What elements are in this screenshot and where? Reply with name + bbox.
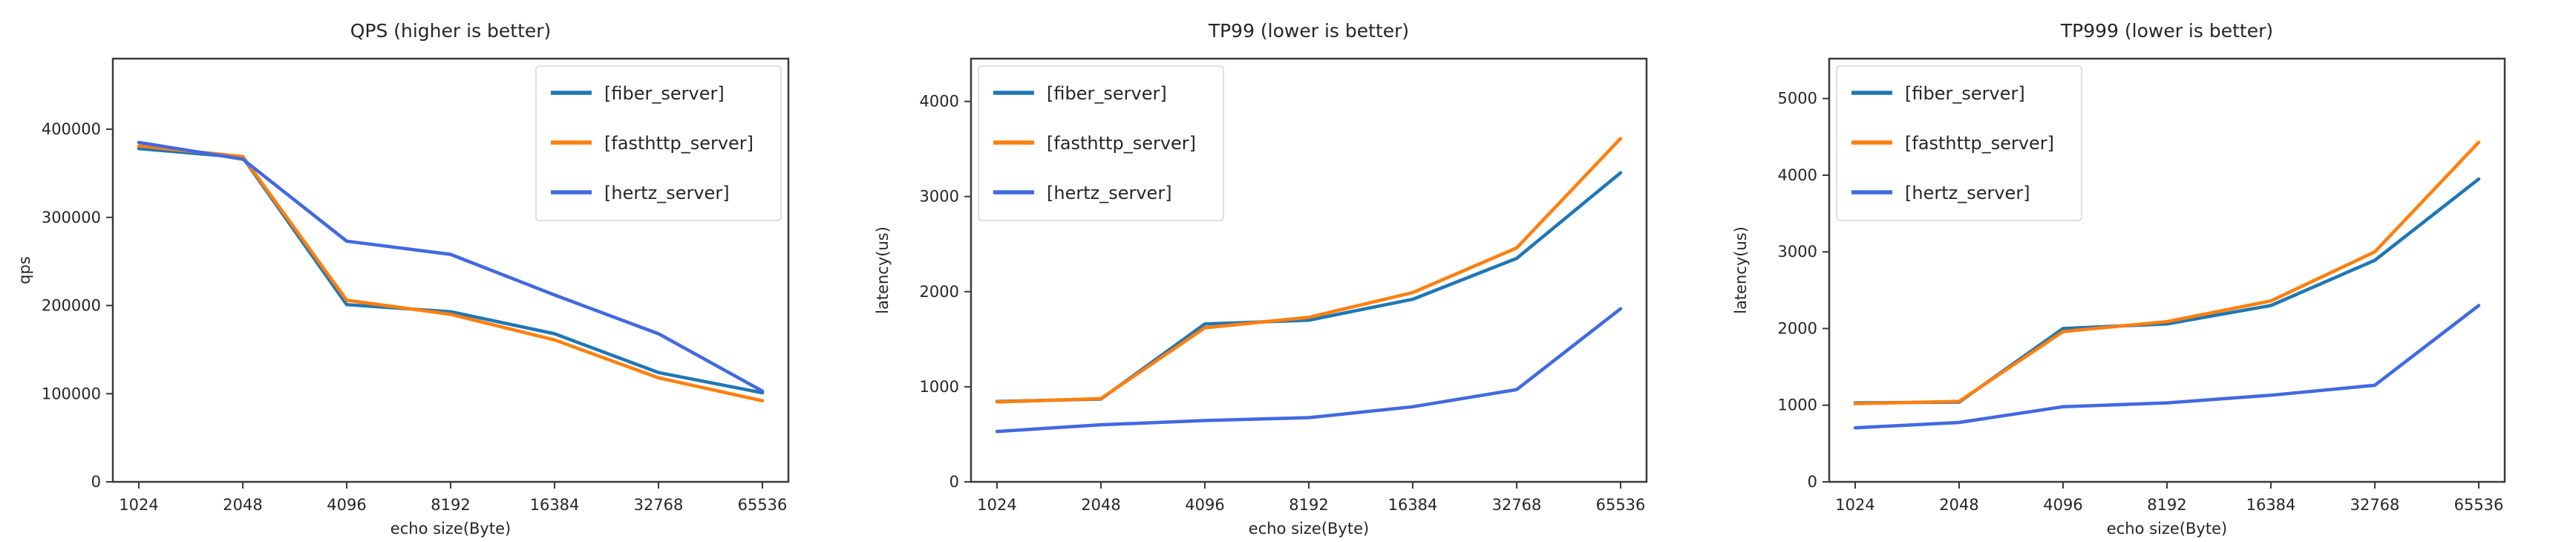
y-tick-label: 0: [91, 473, 101, 491]
legend-box: [978, 65, 1224, 221]
y-axis-label: qps: [16, 256, 33, 284]
x-tick-label: 4096: [2043, 496, 2082, 514]
x-axis-label: echo size(Byte): [2107, 520, 2227, 538]
x-tick-label: 8192: [2147, 496, 2186, 514]
legend-item: [fiber_server]: [993, 83, 1167, 104]
legend-item: [fasthttp_server]: [993, 133, 1196, 154]
x-tick-label: 1024: [977, 496, 1016, 514]
legend-label: [fiber_server]: [1047, 83, 1167, 104]
x-tick-label: 16384: [2246, 496, 2296, 514]
x-axis-label: echo size(Byte): [390, 520, 511, 538]
y-tick-label: 0: [1808, 473, 1817, 491]
legend-label: [fasthttp_server]: [1905, 133, 2054, 154]
y-tick-label: 100000: [42, 385, 101, 402]
legend: [fiber_server] [fasthttp_server] [hertz_se…: [978, 65, 1224, 221]
y-tick-label: 300000: [42, 209, 101, 226]
x-tick-label: 65536: [738, 496, 788, 514]
legend-box: [535, 65, 782, 221]
y-tick-label: 4000: [1778, 166, 1817, 184]
y-tick-label: 0: [949, 473, 959, 491]
legend-box: [1836, 65, 2082, 221]
series-line-fasthttp_server: [995, 137, 1623, 404]
y-tick-label: 400000: [42, 120, 101, 138]
legend-item: [hertz_server]: [1851, 183, 2030, 203]
series-line-hertz_server: [137, 140, 765, 393]
legend-label: [fasthttp_server]: [1047, 133, 1196, 154]
plot-border: [111, 57, 790, 483]
y-tick-label: 4000: [920, 93, 959, 111]
y-axis-label: latency(us): [874, 226, 892, 314]
x-tick-label: 8192: [431, 496, 470, 514]
legend-item: [fiber_server]: [551, 83, 725, 104]
chart-title: TP999 (lower is better): [2060, 20, 2273, 42]
y-tick-label: 3000: [1778, 243, 1817, 261]
legend-label: [fiber_server]: [1905, 83, 2025, 104]
y-tick-label: 1000: [1778, 396, 1817, 414]
series-line-fasthttp_server: [137, 144, 765, 402]
x-tick-label: 32768: [2350, 496, 2400, 514]
x-tick-label: 32768: [1492, 496, 1542, 514]
x-tick-label: 65536: [1596, 496, 1646, 514]
y-tick-label: 5000: [1778, 90, 1817, 108]
legend: [fiber_server] [fasthttp_server] [hertz_se…: [1836, 65, 2082, 221]
chart-2: TP99 (lower is better) 0 1000 2000 3000 4000 1…: [874, 20, 1648, 538]
legend-item: [fasthttp_server]: [1851, 133, 2054, 154]
plot-border: [1828, 57, 2506, 483]
legend-label: [hertz_server]: [1047, 183, 1172, 203]
x-tick-label: 1024: [119, 496, 158, 514]
legend-item: [fiber_server]: [1851, 83, 2025, 104]
plot-border: [970, 57, 1648, 483]
legend: [fiber_server] [fasthttp_server] [hertz_se…: [535, 65, 782, 221]
x-tick-label: 4096: [327, 496, 366, 514]
series-line-hertz_server: [995, 307, 1623, 434]
legend-item: [hertz_server]: [993, 183, 1172, 203]
x-axis-label: echo size(Byte): [1249, 520, 1369, 538]
y-tick-label: 2000: [920, 283, 959, 301]
x-tick-label: 16384: [1388, 496, 1438, 514]
chart-1: QPS (higher is better) 0 100000 200000 30000…: [16, 20, 790, 538]
x-tick-label: 32768: [634, 496, 684, 514]
x-tick-label: 2048: [1081, 496, 1120, 514]
series-line-fasthttp_server: [1853, 140, 2481, 405]
legend-item: [fasthttp_server]: [551, 133, 753, 154]
legend-item: [hertz_server]: [551, 183, 730, 203]
legend-label: [fiber_server]: [604, 83, 725, 104]
legend-label: [hertz_server]: [604, 183, 730, 203]
legend-label: [fasthttp_server]: [604, 133, 753, 154]
chart-title: TP99 (lower is better): [1208, 20, 1409, 42]
x-tick-label: 65536: [2454, 496, 2504, 514]
x-tick-label: 1024: [1835, 496, 1874, 514]
x-tick-label: 4096: [1185, 496, 1224, 514]
x-tick-label: 16384: [530, 496, 580, 514]
y-tick-label: 2000: [1778, 319, 1817, 337]
y-tick-label: 1000: [920, 378, 959, 396]
legend-label: [hertz_server]: [1905, 183, 2030, 203]
series-line-hertz_server: [1853, 304, 2481, 430]
y-tick-label: 200000: [42, 297, 101, 315]
chart-3: TP999 (lower is better) 0 1000 2000 3000 4000…: [1732, 20, 2506, 538]
chart-title: QPS (higher is better): [350, 20, 552, 42]
y-tick-label: 3000: [920, 188, 959, 206]
x-tick-label: 2048: [1939, 496, 1978, 514]
x-tick-label: 2048: [223, 496, 262, 514]
x-tick-label: 8192: [1289, 496, 1328, 514]
y-axis-label: latency(us): [1732, 226, 1750, 314]
